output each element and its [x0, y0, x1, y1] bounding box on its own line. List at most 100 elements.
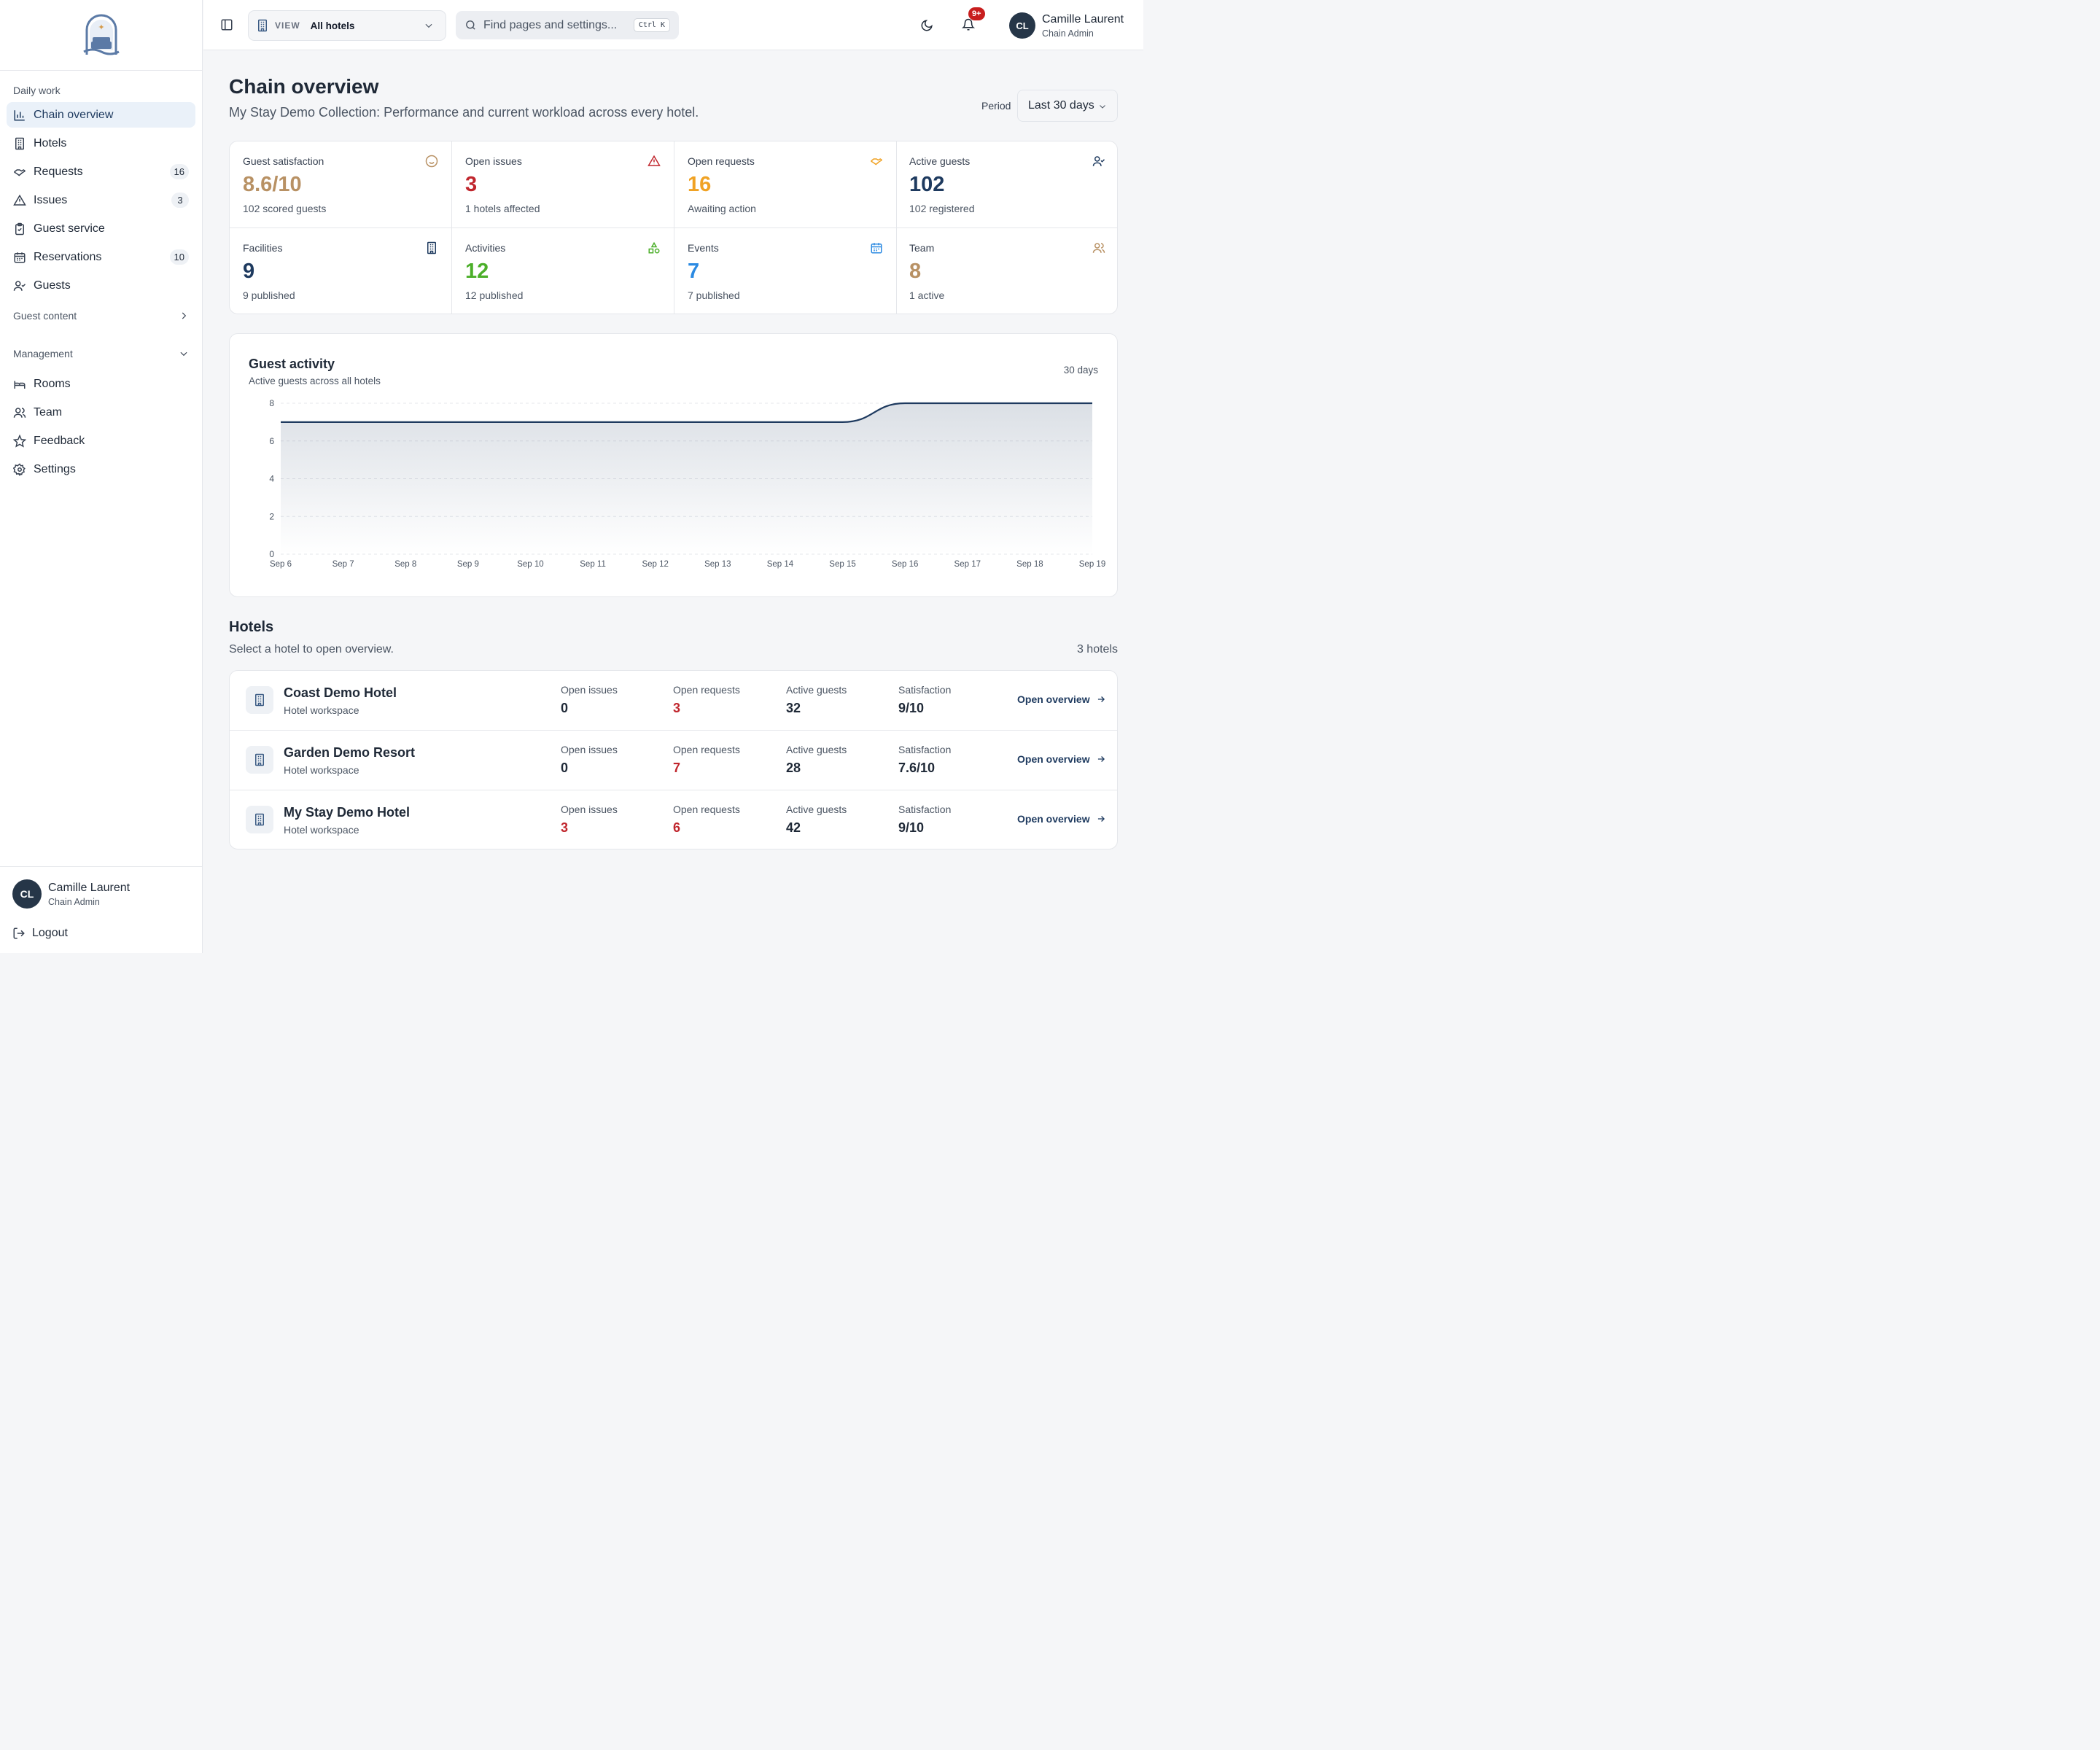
chevron-down-icon: [180, 351, 187, 357]
stat-label: Guest satisfaction: [243, 155, 324, 167]
y-tick-label: 0: [269, 549, 274, 559]
x-tick-label: Sep 17: [954, 560, 981, 569]
period-select[interactable]: Last 30 days: [1017, 90, 1118, 122]
sidebar-item-feedback[interactable]: Feedback: [7, 428, 195, 454]
metric-label: Satisfaction: [898, 804, 952, 815]
stat-card-events[interactable]: Events 7 7 published: [674, 228, 897, 314]
building-icon: [255, 753, 264, 766]
page-subtitle: My Stay Demo Collection: Performance and…: [229, 105, 699, 120]
hotel-view-select[interactable]: VIEW All hotels: [248, 10, 446, 41]
open-overview-link[interactable]: Open overview: [1017, 693, 1106, 705]
y-tick-label: 4: [269, 474, 274, 484]
chart-line: [281, 402, 1092, 423]
guest-content-toggle[interactable]: Guest content: [0, 308, 202, 324]
stat-card-open-requests[interactable]: Open requests 16 Awaiting action: [674, 141, 897, 228]
sidebar-item-guests[interactable]: Guests: [7, 273, 195, 298]
logo[interactable]: ✦: [0, 0, 202, 71]
bell-icon[interactable]: [962, 18, 975, 31]
user-profile[interactable]: CL Camille Laurent Chain Admin: [12, 879, 130, 909]
sidebar-item-requests[interactable]: Requests 16: [7, 159, 195, 184]
metric-label: Open issues: [561, 804, 618, 815]
metric-open-issues: Open issues 3: [561, 804, 618, 836]
user-role: Chain Admin: [1042, 28, 1094, 39]
metric-value: 28: [786, 761, 801, 775]
x-tick-label: Sep 14: [767, 560, 794, 569]
metric-active-guests: Active guests 42: [786, 804, 847, 836]
hotel-logo-icon: ✦: [82, 14, 120, 55]
stat-sub: 9 published: [243, 289, 295, 301]
search-input[interactable]: Find pages and settings... Ctrl K: [456, 11, 679, 39]
metric-value: 32: [786, 701, 801, 715]
management-toggle[interactable]: Management: [0, 346, 202, 362]
x-tick-label: Sep 13: [704, 560, 731, 569]
stat-card-open-issues[interactable]: Open issues 3 1 hotels affected: [452, 141, 674, 228]
search-icon: [466, 20, 475, 30]
stat-sub: Awaiting action: [688, 203, 756, 214]
stat-card-guest-satisfaction[interactable]: Guest satisfaction 8.6/10 102 scored gue…: [230, 141, 452, 228]
metric-label: Open issues: [561, 744, 618, 755]
hotel-row-garden[interactable]: Garden Demo Resort Hotel workspace Open …: [230, 731, 1117, 790]
smile-icon: [425, 155, 438, 168]
hotel-name: My Stay Demo Hotel: [284, 805, 411, 820]
page-title: Chain overview: [229, 75, 379, 98]
management-nav: Rooms Team Feedback Settings: [0, 371, 202, 482]
reservations-count-badge: 10: [169, 249, 189, 265]
sidebar-toggle-icon[interactable]: [220, 18, 233, 31]
user-menu[interactable]: CL Camille Laurent Chain Admin: [1009, 12, 1124, 39]
x-tick-label: Sep 8: [394, 560, 416, 569]
hotel-row-my-stay[interactable]: My Stay Demo Hotel Hotel workspace Open …: [230, 790, 1117, 849]
link-label: Open overview: [1017, 693, 1090, 705]
x-tick-label: Sep 6: [270, 560, 292, 569]
stat-value: 12: [465, 260, 489, 283]
sidebar-item-rooms[interactable]: Rooms: [7, 371, 195, 397]
stat-sub: 7 published: [688, 289, 740, 301]
stat-card-facilities[interactable]: Facilities 9 9 published: [230, 228, 452, 314]
metric-open-requests: Open requests 3: [673, 684, 740, 716]
bar-chart-icon: [14, 109, 25, 120]
hotel-icon: [246, 806, 273, 833]
view-label: VIEW: [275, 20, 300, 31]
metric-value: 42: [786, 820, 801, 835]
stat-sub: 102 registered: [909, 203, 975, 214]
hotel-type: Hotel workspace: [284, 764, 359, 776]
stat-label: Active guests: [909, 155, 971, 167]
metric-label: Open requests: [673, 744, 740, 755]
sidebar-item-settings[interactable]: Settings: [7, 456, 195, 482]
metric-value: 9/10: [898, 820, 925, 835]
stat-sub: 1 hotels affected: [465, 203, 540, 214]
open-overview-link[interactable]: Open overview: [1017, 753, 1106, 765]
building-icon: [427, 241, 436, 254]
metric-open-issues: Open issues 0: [561, 684, 618, 716]
metric-label: Open requests: [673, 804, 740, 815]
clipboard-check-icon: [15, 222, 24, 235]
stats-grid: Guest satisfaction 8.6/10 102 scored gue…: [229, 141, 1118, 314]
sidebar-item-reservations[interactable]: Reservations 10: [7, 244, 195, 270]
sidebar: ✦ Daily work Chain overview Hotels Reque…: [0, 0, 203, 953]
user-check-icon: [1092, 156, 1105, 166]
metric-open-requests: Open requests 7: [673, 744, 740, 776]
hotel-row-coast[interactable]: Coast Demo Hotel Hotel workspace Open is…: [230, 671, 1117, 731]
moon-icon[interactable]: [920, 19, 933, 32]
period-label: Period: [981, 100, 1011, 112]
logout-icon: [13, 928, 25, 939]
sidebar-item-hotels[interactable]: Hotels: [7, 131, 195, 156]
sidebar-item-issues[interactable]: Issues 3: [7, 187, 195, 213]
users-icon: [13, 407, 26, 418]
alert-triangle-icon: [13, 194, 26, 206]
sidebar-item-chain-overview[interactable]: Chain overview: [7, 102, 195, 128]
stat-card-active-guests[interactable]: Active guests 102 102 registered: [896, 141, 1117, 228]
stat-card-team[interactable]: Team 8 1 active: [896, 228, 1117, 314]
metric-open-issues: Open issues 0: [561, 744, 618, 776]
gear-icon: [13, 462, 26, 476]
sidebar-item-guest-service[interactable]: Guest service: [7, 216, 195, 241]
logout-button[interactable]: Logout: [12, 927, 68, 940]
stat-card-activities[interactable]: Activities 12 12 published: [452, 228, 674, 314]
sidebar-item-label: Guest service: [34, 222, 105, 235]
hotel-type: Hotel workspace: [284, 824, 359, 836]
chart-subtitle: Active guests across all hotels: [249, 376, 381, 386]
stat-sub: 102 scored guests: [243, 203, 327, 214]
open-overview-link[interactable]: Open overview: [1017, 813, 1106, 825]
sidebar-item-team[interactable]: Team: [7, 400, 195, 425]
issues-count-badge: 3: [171, 192, 189, 208]
notification-badge: 9+: [968, 7, 985, 20]
